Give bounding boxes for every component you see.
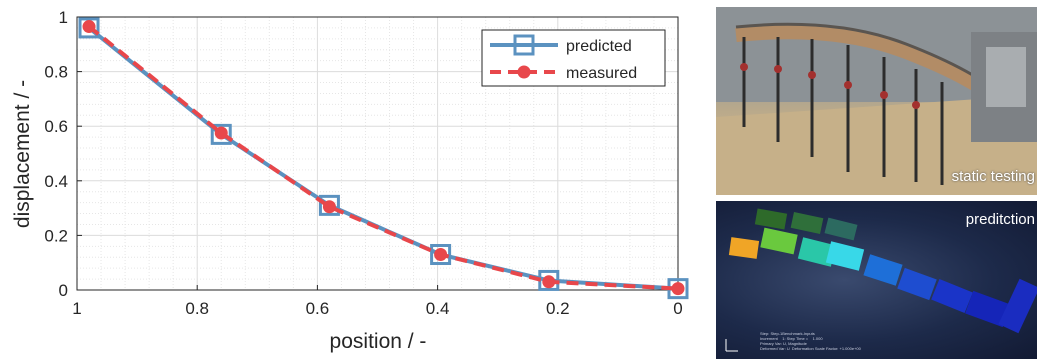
data-point-measured [322, 200, 336, 214]
y-tick-label: 0.4 [44, 172, 68, 191]
line-chart: 1 0.8 0.6 0.4 0.2 0 0 0.2 0.4 0.6 0.8 1 position /… [11, 8, 689, 353]
data-point-predicted [78, 17, 100, 39]
series-line-measured [87, 24, 679, 291]
y-tick-label: 0.8 [44, 63, 68, 82]
x-tick-label: 0.4 [426, 299, 450, 318]
x-tick-label: 0 [673, 299, 682, 318]
x-tick-label: 0.6 [306, 299, 330, 318]
y-tick-labels: 0 0.2 0.4 0.6 0.8 1 [44, 8, 68, 300]
x-tick-labels: 1 0.8 0.6 0.4 0.2 0 [72, 299, 682, 318]
y-tick-label: 0 [59, 281, 68, 300]
x-tick-label: 1 [72, 299, 81, 318]
fem-caption: Step: Step-1Benchmark-Inputs Increment 1… [760, 331, 861, 351]
data-point-measured [671, 282, 685, 296]
plot-frame [76, 16, 679, 291]
x-tick-label: 0.8 [185, 299, 209, 318]
legend-marker-predicted [513, 34, 535, 56]
legend: predicted measured [481, 29, 666, 87]
data-point-measured [434, 248, 448, 262]
prediction-label: preditction [965, 211, 1035, 228]
y-tick-label: 0.2 [44, 226, 68, 245]
y-axis-label: displacement / - [11, 80, 34, 228]
static-testing-photo: static testing [716, 7, 1037, 195]
test-rig-illustration [716, 7, 1037, 195]
legend-marker-measured [517, 65, 531, 79]
x-axis-label: position / - [330, 330, 427, 353]
legend-label-measured: measured [566, 65, 637, 82]
x-tick-label: 0.2 [546, 299, 570, 318]
data-point-measured [82, 20, 96, 34]
data-point-measured [214, 126, 228, 140]
y-tick-label: 0.6 [44, 117, 68, 136]
legend-box [481, 29, 666, 87]
prediction-render: preditction Step: Step-1Benchmark-Inputs… [716, 201, 1037, 359]
y-tick-label: 1 [59, 8, 68, 27]
legend-label-predicted: predicted [566, 38, 632, 55]
data-point-predicted [430, 244, 452, 266]
data-point-measured [542, 275, 556, 289]
series-layer [78, 17, 689, 300]
data-point-predicted [210, 123, 232, 145]
data-point-predicted [318, 194, 340, 216]
fem-model-illustration [725, 208, 1037, 352]
static-testing-label: static testing [951, 168, 1035, 185]
